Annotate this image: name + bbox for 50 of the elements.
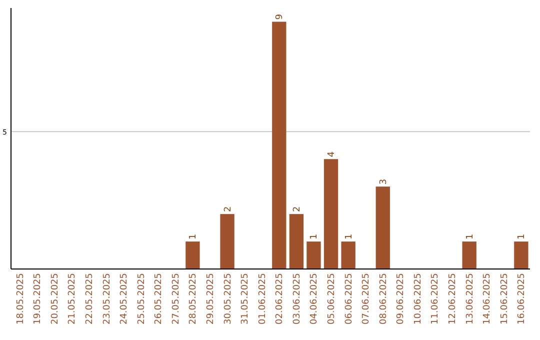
bar (272, 22, 286, 269)
data-label: 1 (310, 234, 320, 240)
bar (186, 242, 200, 269)
x-tick-label: 09.06.2025 (396, 273, 406, 325)
x-tick-label: 02.06.2025 (275, 273, 286, 325)
bar (306, 242, 321, 269)
x-tick-label: 11.06.2025 (430, 273, 441, 325)
data-label: 9 (275, 14, 286, 20)
x-tick-label: 05.06.2025 (327, 273, 338, 325)
x-tick-label: 25.05.2025 (136, 273, 147, 325)
bar (220, 214, 234, 269)
bar (462, 242, 476, 269)
bar (289, 214, 304, 269)
x-tick-label: 16.06.2025 (517, 273, 528, 325)
bar (341, 242, 356, 269)
x-tick-label: 13.06.2025 (465, 273, 476, 325)
x-tick-label: 22.05.2025 (84, 273, 95, 325)
bar (376, 186, 390, 269)
x-tick-label: 26.05.2025 (154, 273, 164, 325)
x-tick-label: 06.06.2025 (344, 273, 354, 325)
x-tick-label: 07.06.2025 (362, 273, 372, 325)
data-label: 1 (188, 234, 199, 240)
x-tick-label: 19.05.2025 (33, 273, 44, 325)
data-label: 3 (378, 178, 389, 185)
x-tick-label: 31.05.2025 (240, 273, 251, 325)
data-label: 2 (223, 206, 234, 212)
data-label: 2 (292, 206, 302, 212)
data-label: 1 (344, 234, 354, 240)
x-tick-label: 18.05.2025 (16, 273, 26, 325)
x-tick-label: 20.05.2025 (50, 273, 60, 325)
data-label: 4 (327, 151, 338, 158)
x-tick-label: 27.05.2025 (171, 273, 182, 325)
x-tick-label: 24.05.2025 (120, 273, 130, 325)
x-tick-label: 12.06.2025 (448, 273, 458, 325)
x-tick-label: 08.06.2025 (378, 273, 389, 325)
bar (514, 242, 528, 269)
x-tick-label: 30.05.2025 (223, 273, 234, 325)
x-tick-label: 01.06.2025 (258, 273, 268, 325)
x-tick-label: 14.06.2025 (482, 273, 493, 325)
x-tick-label: 28.05.2025 (188, 273, 199, 325)
x-tick-label: 04.06.2025 (310, 273, 320, 325)
bar (324, 159, 338, 269)
x-tick-label: 15.06.2025 (500, 273, 510, 325)
x-tick-label: 10.06.2025 (413, 273, 424, 325)
data-label: 1 (517, 234, 528, 240)
x-tick-label: 23.05.2025 (102, 273, 112, 325)
x-tick-label: 03.06.2025 (292, 273, 302, 325)
x-tick-label: 29.05.2025 (206, 273, 216, 325)
x-tick-label: 21.05.2025 (68, 273, 78, 325)
data-label: 1 (465, 234, 476, 240)
